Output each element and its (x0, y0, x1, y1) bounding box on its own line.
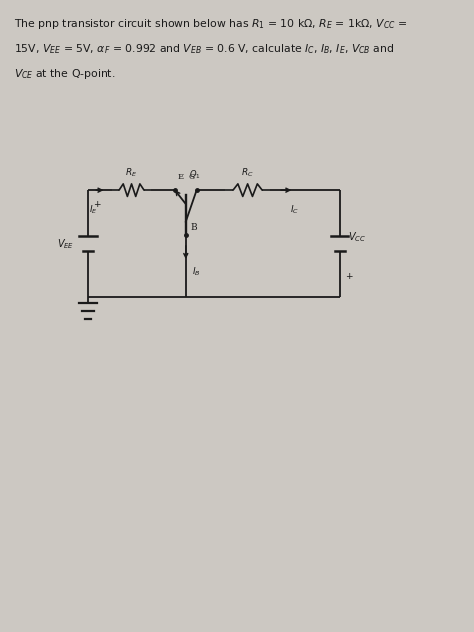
Text: $R_C$: $R_C$ (241, 166, 254, 179)
Text: C: C (188, 173, 194, 181)
Text: $V_{EE}$: $V_{EE}$ (57, 237, 74, 250)
Text: $V_{CC}$: $V_{CC}$ (347, 231, 366, 244)
Text: $V_{CE}$ at the Q-point.: $V_{CE}$ at the Q-point. (14, 68, 116, 82)
Text: 15V, $V_{EE}$ = 5V, $\alpha_F$ = 0.992 and $V_{EB}$ = 0.6 V, calculate $I_C$, $I: 15V, $V_{EE}$ = 5V, $\alpha_F$ = 0.992 a… (14, 42, 395, 56)
Text: $I_C$: $I_C$ (290, 204, 299, 217)
Text: $Q_1$: $Q_1$ (189, 168, 201, 181)
Text: +: + (345, 272, 353, 281)
Text: E: E (177, 173, 183, 181)
Text: B: B (190, 223, 197, 233)
Text: $I_B$: $I_B$ (192, 265, 201, 277)
Text: +: + (93, 200, 101, 209)
Text: $I_E$: $I_E$ (89, 204, 98, 217)
Text: $R_E$: $R_E$ (126, 166, 137, 179)
Text: The pnp transistor circuit shown below has $R_1$ = 10 k$\Omega$, $R_E$ = 1k$\Ome: The pnp transistor circuit shown below h… (14, 17, 408, 31)
